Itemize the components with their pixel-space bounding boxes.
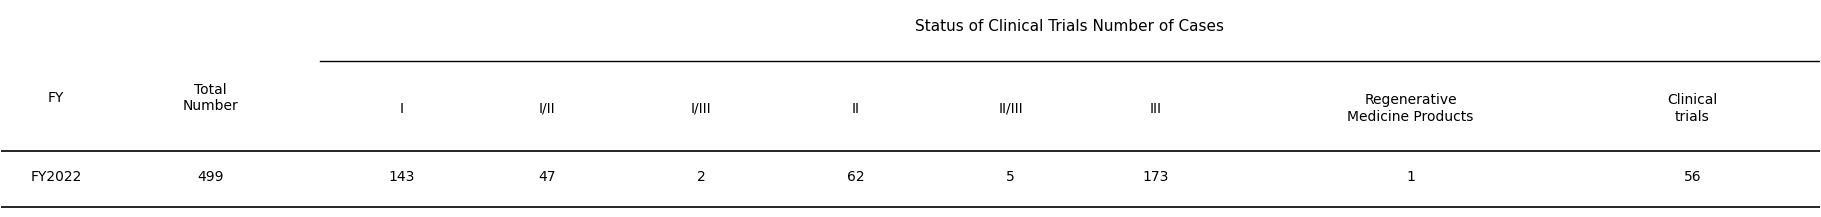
Text: II/III: II/III [998, 102, 1023, 115]
Text: Clinical
trials: Clinical trials [1668, 93, 1717, 124]
Text: Status of Clinical Trials Number of Cases: Status of Clinical Trials Number of Case… [916, 18, 1224, 34]
Text: 499: 499 [197, 170, 224, 184]
Text: 62: 62 [847, 170, 865, 184]
Text: III: III [1149, 102, 1162, 115]
Text: II: II [852, 102, 860, 115]
Text: 173: 173 [1144, 170, 1169, 184]
Text: 47: 47 [539, 170, 555, 184]
Text: I: I [399, 102, 404, 115]
Text: I/II: I/II [539, 102, 555, 115]
Text: 2: 2 [697, 170, 707, 184]
Text: FY2022: FY2022 [31, 170, 82, 184]
Text: 1: 1 [1406, 170, 1415, 184]
Text: FY: FY [47, 91, 64, 105]
Text: Regenerative
Medicine Products: Regenerative Medicine Products [1348, 93, 1473, 124]
Text: 5: 5 [1007, 170, 1014, 184]
Text: 143: 143 [388, 170, 415, 184]
Text: Total
Number: Total Number [182, 83, 239, 113]
Text: 56: 56 [1684, 170, 1701, 184]
Text: I/III: I/III [692, 102, 712, 115]
